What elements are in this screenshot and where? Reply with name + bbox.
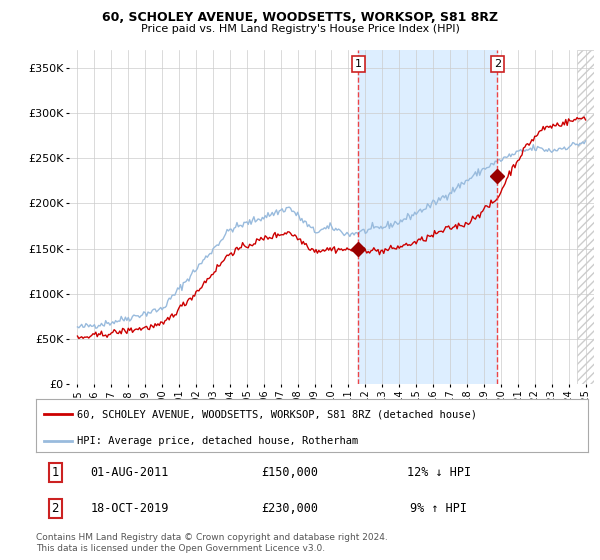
Text: Contains HM Land Registry data © Crown copyright and database right 2024.
This d: Contains HM Land Registry data © Crown c… (36, 533, 388, 553)
Text: 60, SCHOLEY AVENUE, WOODSETTS, WORKSOP, S81 8RZ: 60, SCHOLEY AVENUE, WOODSETTS, WORKSOP, … (102, 11, 498, 24)
Text: 2: 2 (494, 59, 501, 69)
Text: Price paid vs. HM Land Registry's House Price Index (HPI): Price paid vs. HM Land Registry's House … (140, 24, 460, 34)
Text: 12% ↓ HPI: 12% ↓ HPI (407, 466, 471, 479)
Text: 2: 2 (52, 502, 59, 515)
Text: 9% ↑ HPI: 9% ↑ HPI (410, 502, 467, 515)
Text: £230,000: £230,000 (262, 502, 319, 515)
Text: 01-AUG-2011: 01-AUG-2011 (91, 466, 169, 479)
Text: 18-OCT-2019: 18-OCT-2019 (91, 502, 169, 515)
Text: HPI: Average price, detached house, Rotherham: HPI: Average price, detached house, Roth… (77, 436, 359, 446)
Text: £150,000: £150,000 (262, 466, 319, 479)
Text: 1: 1 (355, 59, 362, 69)
Bar (358, 50, 497, 384)
Text: 1: 1 (52, 466, 59, 479)
Bar (577, 50, 594, 384)
Text: 60, SCHOLEY AVENUE, WOODSETTS, WORKSOP, S81 8RZ (detached house): 60, SCHOLEY AVENUE, WOODSETTS, WORKSOP, … (77, 409, 478, 419)
